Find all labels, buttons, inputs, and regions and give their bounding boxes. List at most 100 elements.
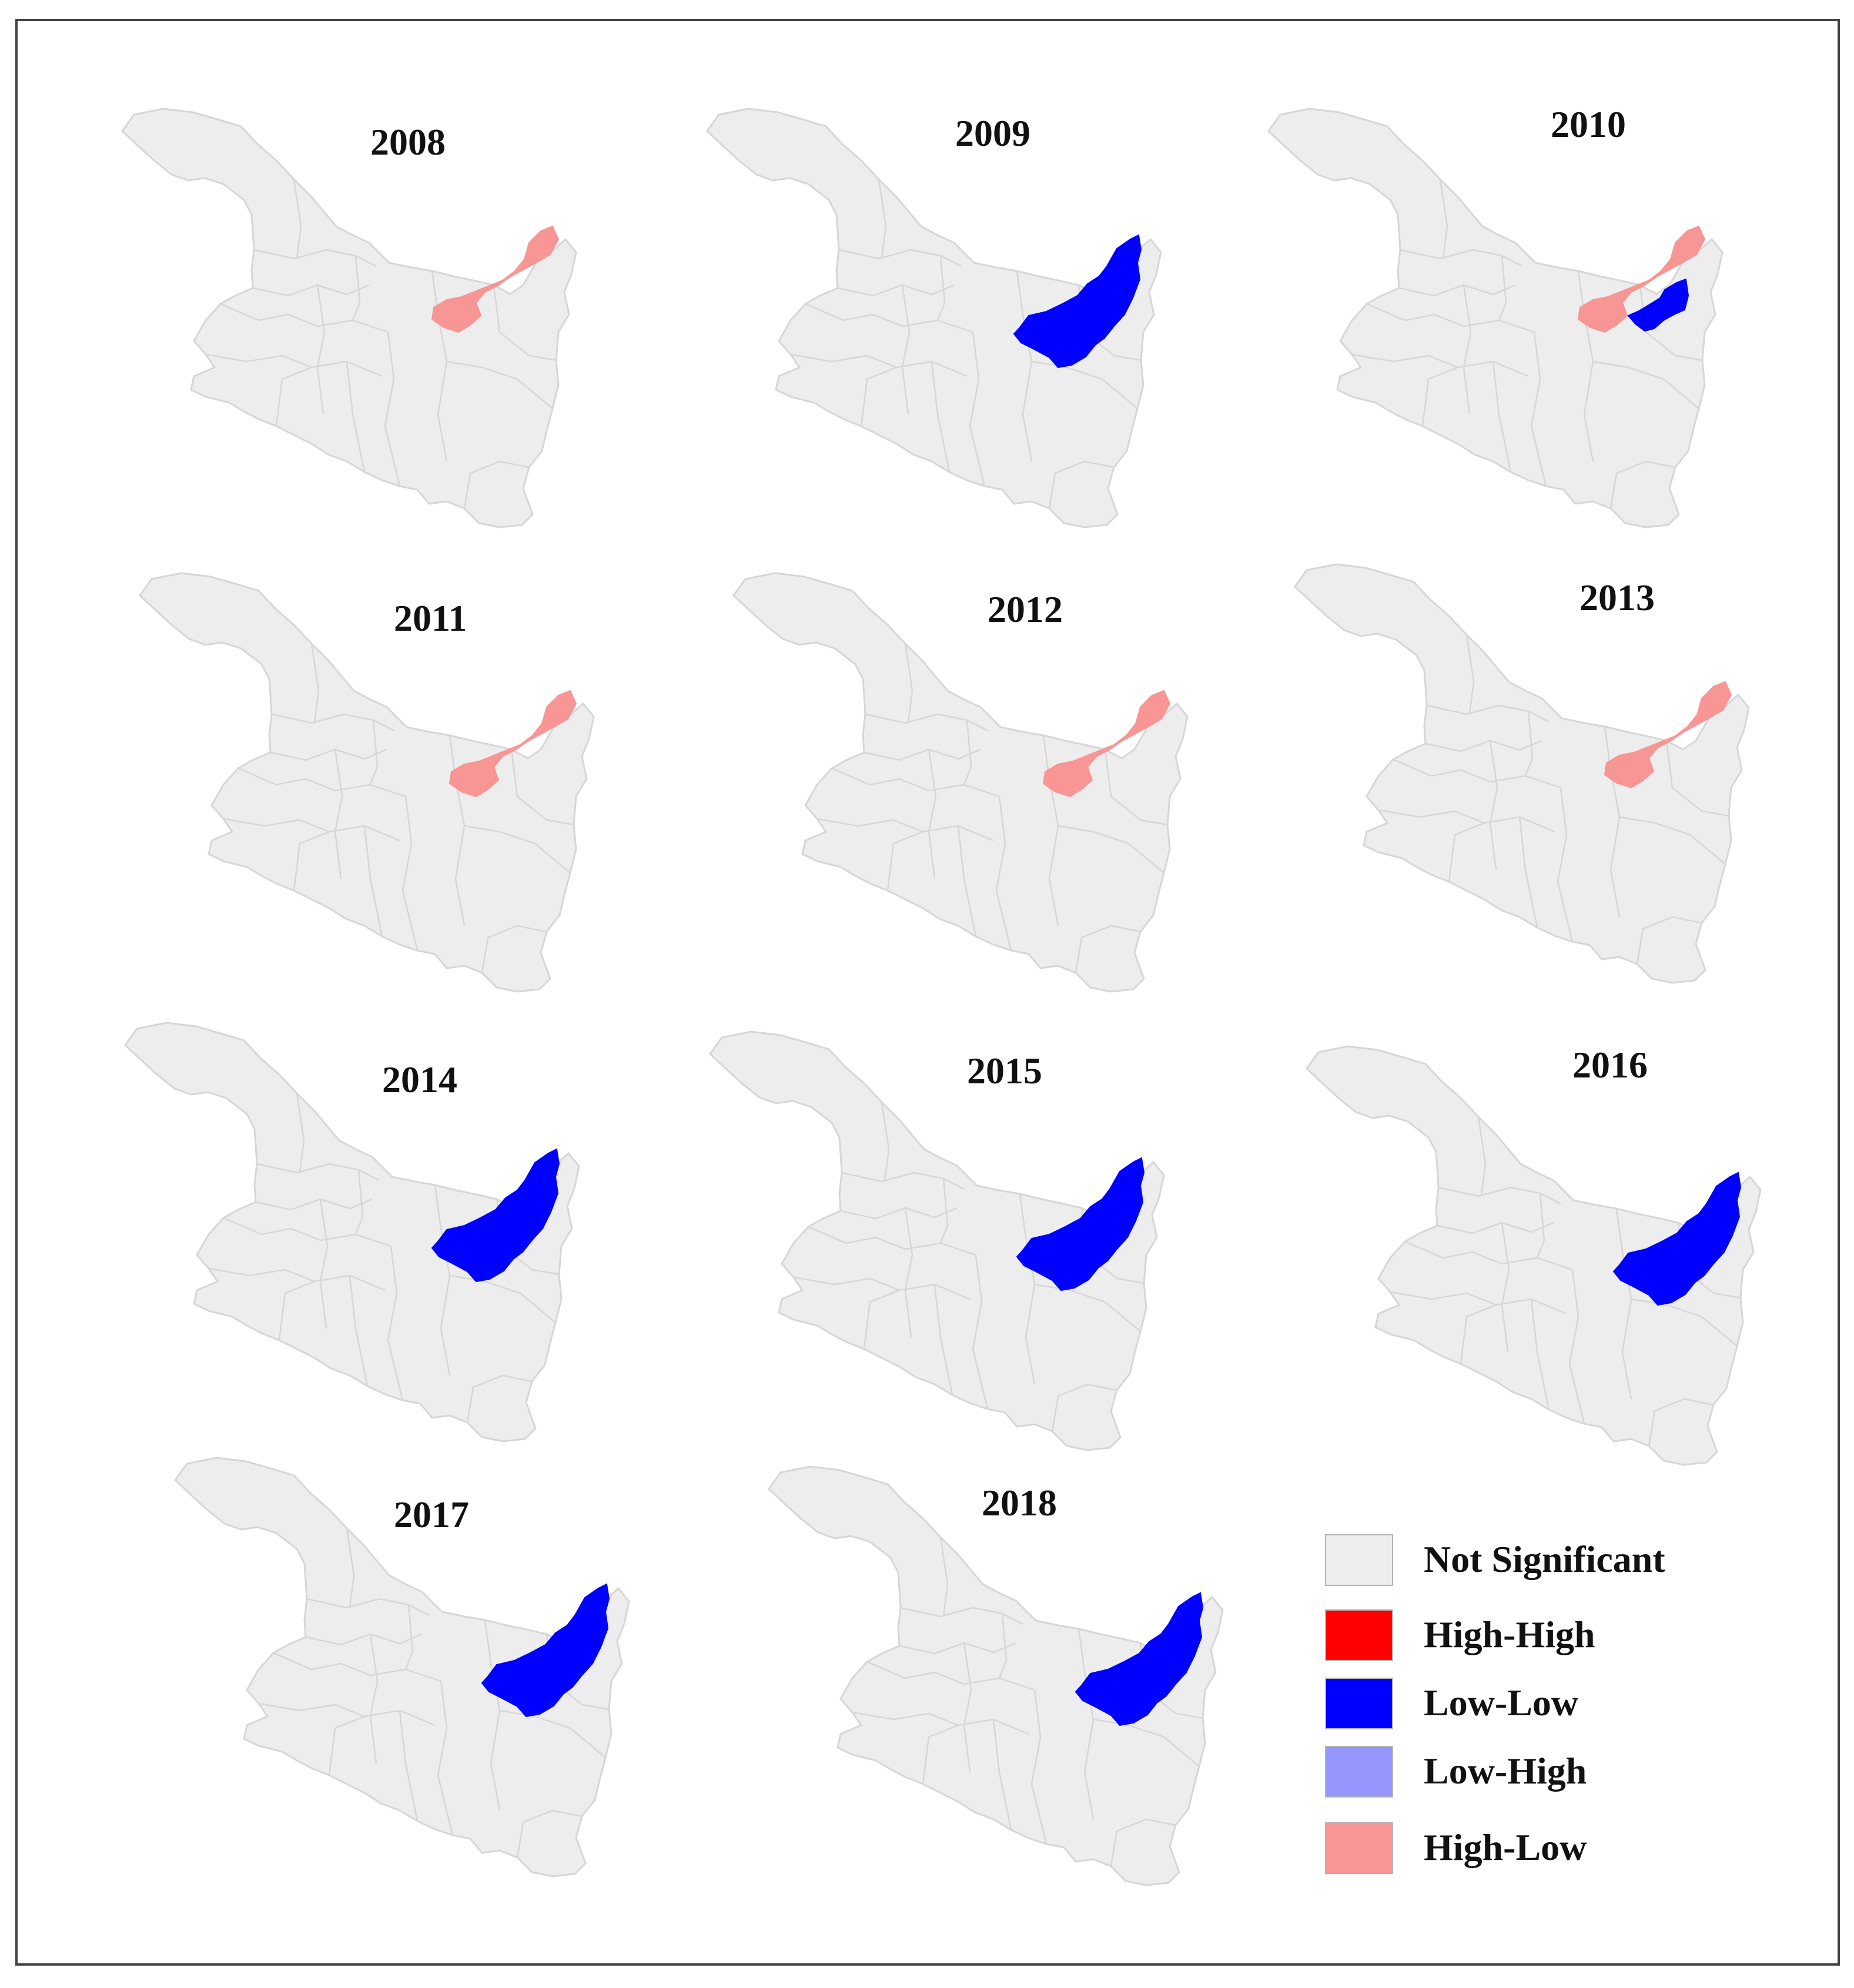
county-boundary [939,1178,949,1244]
county-boundary [922,1724,959,1785]
county-boundary [363,825,383,937]
cluster-region [1604,681,1732,789]
legend-label-high-low: High-Low [1424,1826,1587,1868]
county-boundary [310,643,320,724]
region-map-2009 [706,108,1162,528]
county-boundary [1636,916,1702,965]
county-boundary [1665,740,1729,817]
county-boundary [1421,366,1458,427]
county-boundary [963,719,972,785]
county-boundary [404,1604,414,1670]
year-label: 2018 [982,1482,1057,1524]
county-boundary [1518,816,1538,928]
county-boundary [931,361,951,473]
year-label: 2008 [370,121,446,163]
map-panel-2010: 2010 [1264,103,1828,555]
map-panel-2011: 2011 [135,572,700,1020]
year-label: 2017 [394,1494,469,1535]
county-boundary [878,179,887,259]
year-label: 2010 [1551,103,1626,145]
province-outline [709,1030,1165,1451]
county-boundary [939,1537,949,1617]
map-panel-2017: 2017 [170,1457,735,1905]
county-boundary [1400,249,1523,267]
legend-item-not-significant: Not Significant [1325,1534,1772,1593]
county-boundary [387,1246,404,1401]
province-outline [124,1022,580,1443]
year-label: 2012 [988,588,1063,630]
year-label: 2011 [394,597,467,639]
county-boundary [1536,1193,1545,1259]
county-boundary [1448,822,1485,882]
legend-item-low-high: Low-High [1325,1746,1772,1805]
county-boundary [319,1199,329,1329]
year-label: 2015 [967,1050,1042,1092]
county-boundary [1460,1304,1497,1364]
county-boundary [1492,361,1512,473]
county-boundary [816,818,994,842]
county-boundary [860,366,897,427]
county-boundary [1438,1186,1561,1205]
county-boundary [1619,816,1726,865]
county-boundary [1426,704,1550,723]
county-boundary [1631,1298,1738,1347]
map-panel-2013: 2013 [1290,563,1854,1011]
county-boundary [223,1217,391,1247]
legend-swatch-high-high [1325,1609,1393,1661]
legend-swatch-low-low [1325,1678,1393,1729]
county-boundary [831,767,1000,798]
county-boundary [334,749,343,879]
county-boundary [354,1169,364,1235]
county-boundary [998,1613,1008,1679]
county-boundary [865,713,988,732]
county-boundary [253,249,377,267]
county-boundary [1465,634,1475,715]
county-boundary [1463,285,1472,415]
cluster-region [1612,1172,1742,1306]
county-boundary [346,1528,355,1608]
county-boundary [369,1634,379,1764]
county-boundary [516,1809,583,1858]
county-boundary [808,1226,976,1256]
county-boundary [499,1709,606,1758]
county-boundary [220,303,389,333]
county-boundary [866,1661,1035,1691]
legend-label-high-high: High-High [1424,1614,1595,1655]
legend-swatch-low-high [1325,1746,1393,1798]
county-boundary [904,643,913,724]
county-boundary [352,255,361,321]
county-boundary [1557,787,1574,942]
cluster-region [449,690,577,798]
county-boundary [928,749,937,879]
county-boundary [205,353,383,377]
year-label: 2014 [382,1059,457,1100]
county-boundary [401,796,419,951]
province-outline [139,572,595,993]
region-map-2016 [1306,1045,1762,1466]
province-outline [768,1465,1224,1886]
legend: Not Significant High-High Low-Low Low-Hi… [1325,1534,1772,1875]
county-boundary [1524,711,1534,777]
county-boundary [900,1607,1023,1625]
county-boundary [1030,1689,1048,1845]
province-outline [732,572,1189,993]
county-boundary [1075,925,1141,973]
county-boundary [271,713,394,732]
county-boundary [223,818,400,842]
county-boundary [1648,1398,1714,1447]
county-boundary [346,361,366,473]
county-boundary [399,1710,419,1822]
legend-label-low-high: Low-High [1424,1750,1587,1792]
county-boundary [510,749,574,826]
region-map-2011 [139,572,595,993]
county-boundary [995,796,1012,951]
county-boundary [293,179,302,259]
county-boundary [256,1163,380,1182]
county-boundary [1366,303,1535,333]
cluster-region [1013,234,1142,369]
map-panel-2014: 2014 [121,1022,685,1470]
county-boundary [1034,1283,1141,1332]
county-boundary [992,1719,1012,1830]
county-boundary [328,1715,365,1776]
cluster-region [431,225,560,333]
